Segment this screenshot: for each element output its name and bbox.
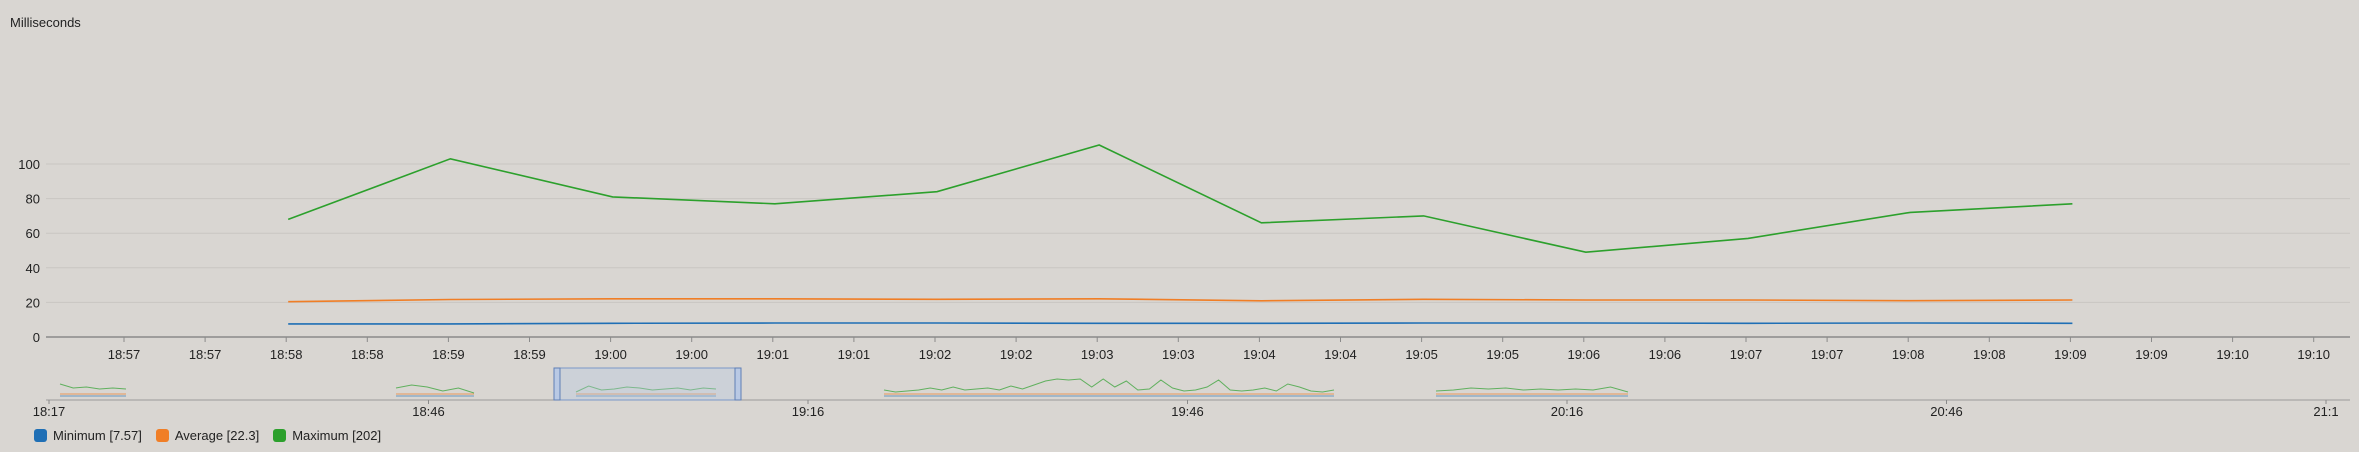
x-tick-label: 19:07 (1730, 347, 1763, 362)
navigator-handle-left[interactable] (553, 367, 561, 401)
x-tick-label: 19:07 (1811, 347, 1844, 362)
x-tick-label: 19:06 (1649, 347, 1682, 362)
legend-item-average[interactable]: Average [22.3] (155, 427, 260, 443)
navigator-handle-right[interactable] (734, 367, 742, 401)
y-tick-label: 100 (18, 157, 40, 172)
legend-swatch-maximum (273, 428, 287, 442)
x-tick-label: 19:03 (1081, 347, 1114, 362)
x-tick-label: 19:04 (1324, 347, 1357, 362)
legend-item-maximum[interactable]: Maximum [202] (273, 428, 381, 443)
x-tick-label: 19:08 (1973, 347, 2006, 362)
x-tick-label: 19:05 (1486, 347, 1519, 362)
x-tick-label: 19:10 (2216, 347, 2249, 362)
navigator-tick-label: 21:1 (2313, 404, 2338, 419)
x-tick-label: 19:00 (594, 347, 627, 362)
x-tick-label: 18:57 (108, 347, 141, 362)
y-tick-label: 60 (26, 226, 40, 241)
y-axis-title: Milliseconds (10, 15, 81, 30)
x-tick-label: 18:59 (513, 347, 546, 362)
navigator-sparkline (395, 384, 475, 394)
navigator-tick-label: 19:16 (792, 404, 825, 419)
navigator-tick-label: 18:17 (33, 404, 66, 419)
y-tick-label: 0 (33, 330, 40, 345)
navigator-tick-label: 20:46 (1930, 404, 1963, 419)
x-tick-label: 19:01 (838, 347, 871, 362)
x-tick-label: 19:02 (1000, 347, 1033, 362)
x-tick-label: 19:09 (2054, 347, 2087, 362)
x-tick-label: 19:08 (1892, 347, 1925, 362)
navigator-sparkline (575, 385, 717, 393)
x-tick-label: 19:10 (2297, 347, 2330, 362)
legend-label-maximum: Maximum [202] (292, 427, 382, 443)
y-tick-label: 20 (26, 295, 40, 310)
x-tick-label: 18:58 (351, 347, 384, 362)
navigator-sparkline (883, 378, 1335, 393)
x-tick-label: 18:59 (432, 347, 465, 362)
navigator-sparkline (59, 383, 127, 390)
x-tick-label: 19:02 (919, 347, 952, 362)
x-tick-label: 19:05 (1405, 347, 1438, 362)
legend-swatch-minimum (34, 428, 47, 442)
y-tick-label: 80 (26, 192, 40, 207)
legend-label-minimum: Minimum [7.57] (53, 427, 142, 443)
navigator-selection[interactable] (556, 367, 739, 401)
series-line-maximum[interactable] (287, 144, 2073, 254)
x-tick-label: 18:58 (270, 347, 303, 362)
x-tick-label: 19:03 (1162, 347, 1195, 362)
navigator-tick-label: 19:46 (1171, 404, 1204, 419)
navigator-tick-label: 20:16 (1551, 404, 1584, 419)
y-tick-label: 40 (26, 261, 40, 276)
navigator-sparkline (1435, 386, 1629, 393)
x-tick-label: 19:06 (1568, 347, 1601, 362)
x-tick-label: 18:57 (189, 347, 222, 362)
x-tick-label: 19:09 (2135, 347, 2168, 362)
x-tick-label: 19:04 (1243, 347, 1276, 362)
legend-label-average: Average [22.3] (174, 427, 260, 443)
legend-item-minimum[interactable]: Minimum [7.57] (34, 428, 142, 443)
x-tick-label: 19:01 (757, 347, 790, 362)
legend-swatch-average (155, 428, 169, 442)
legend: Minimum [7.57] Average [22.3] Maximum [2… (34, 426, 381, 444)
navigator-tick-label: 18:46 (412, 404, 445, 419)
series-line-average[interactable] (288, 297, 2073, 303)
x-tick-label: 19:00 (675, 347, 708, 362)
series-line-minimum[interactable] (288, 322, 2073, 325)
